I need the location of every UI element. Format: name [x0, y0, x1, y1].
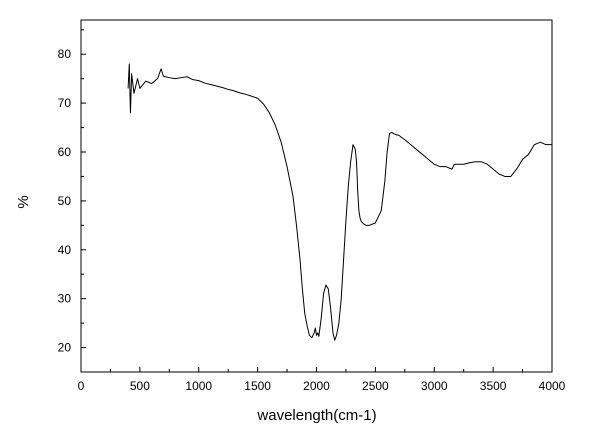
x-tick-label: 2000 [303, 379, 330, 393]
x-tick-label: 3500 [480, 379, 507, 393]
series-line-0 [127, 63, 552, 341]
x-axis-ticks: 0 500 1000 1500 2000 2500 3000 3500 4000 [78, 367, 566, 393]
x-tick-label: 500 [130, 379, 150, 393]
y-tick-label: 20 [58, 341, 72, 355]
x-tick-label: 0 [78, 379, 85, 393]
x-tick-label: 1000 [185, 379, 212, 393]
x-tick-label: 4000 [539, 379, 566, 393]
x-tick-label: 3000 [421, 379, 448, 393]
y-axis-ticks: 20 30 40 50 60 70 80 [58, 29, 86, 373]
plot-frame [80, 19, 553, 373]
y-tick-label: 80 [58, 47, 72, 61]
y-tick-label: 60 [58, 145, 72, 159]
x-tick-label: 1500 [244, 379, 271, 393]
y-axis-title: % [15, 195, 32, 208]
x-axis-title: wavelength(cm-1) [256, 407, 376, 424]
series-layer [127, 63, 552, 341]
y-tick-label: 50 [58, 194, 72, 208]
plot-border [80, 19, 553, 373]
y-tick-label: 30 [58, 292, 72, 306]
y-tick-label: 40 [58, 243, 72, 257]
y-tick-label: 70 [58, 96, 72, 110]
x-tick-label: 2500 [362, 379, 389, 393]
